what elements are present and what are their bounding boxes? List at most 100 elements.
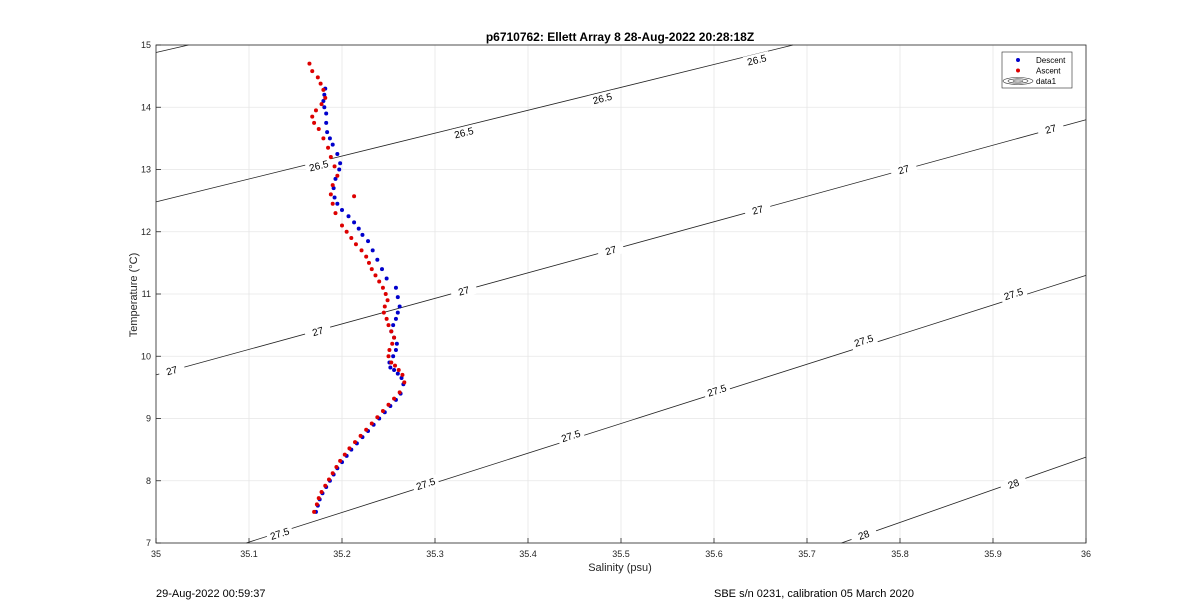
- ascent-point: [314, 502, 319, 507]
- ascent-point: [319, 102, 324, 107]
- ascent-point: [323, 483, 328, 488]
- contour-label-text: 27: [1044, 123, 1058, 137]
- ascent-point: [382, 304, 387, 309]
- ascent-point: [375, 415, 380, 420]
- descent-point: [325, 130, 330, 135]
- ascent-point: [312, 509, 317, 514]
- ascent-point: [402, 380, 407, 385]
- contour-label: 28: [999, 473, 1028, 494]
- ascent-point: [328, 155, 333, 160]
- ascent-point: [386, 402, 391, 407]
- contour-label: 26.5: [449, 123, 478, 142]
- legend-data1-label: data1: [1036, 77, 1057, 86]
- contour-label-bg: [889, 160, 918, 179]
- ascent-point: [318, 81, 323, 86]
- ascent-point: [332, 164, 337, 169]
- ascent-point: [315, 75, 320, 80]
- ascent-point: [330, 201, 335, 206]
- contour-label-text: 27: [604, 244, 618, 258]
- x-tick-label: 35.2: [333, 549, 351, 559]
- descent-point: [395, 310, 400, 315]
- ascent-point: [349, 235, 354, 240]
- descent-point: [322, 105, 327, 110]
- descent-point: [366, 239, 371, 244]
- ascent-point: [369, 267, 374, 272]
- contour-label-bg: [1036, 119, 1065, 139]
- x-tick-label: 35.1: [240, 549, 258, 559]
- ascent-point: [353, 242, 358, 247]
- ascent-point: [316, 127, 321, 132]
- descent-point: [346, 214, 351, 219]
- ascent-point: [347, 446, 352, 451]
- ascent-point: [313, 108, 318, 113]
- descent-point: [338, 161, 343, 166]
- descent-point: [335, 201, 340, 206]
- y-tick-label: 7: [146, 538, 151, 548]
- ascent-point: [386, 323, 391, 328]
- ascent-point: [312, 120, 317, 125]
- contour-label-bg: [556, 426, 585, 446]
- contour-label-text: 27: [165, 365, 179, 379]
- ascent-point: [316, 496, 321, 501]
- ascent-point: [319, 489, 324, 494]
- ascent-point: [352, 194, 357, 199]
- ascent-point: [392, 396, 397, 401]
- footer-calibration: SBE s/n 0231, calibration 05 March 2020: [714, 588, 914, 600]
- contour-label: 27: [157, 361, 186, 380]
- y-tick-label: 11: [142, 289, 151, 299]
- contour-label-bg: [849, 524, 878, 545]
- ascent-point: [358, 433, 363, 438]
- y-tick-label: 9: [146, 414, 151, 424]
- contour-label-bg: [702, 380, 731, 401]
- ascent-point: [380, 409, 385, 414]
- contour-label: 27: [596, 241, 625, 260]
- x-tick-label: 35.5: [612, 549, 630, 559]
- ascent-point: [389, 360, 394, 365]
- contour-label-bg: [596, 241, 625, 260]
- descent-point: [392, 367, 397, 372]
- contour-line: [155, 44, 794, 203]
- ascent-point: [389, 329, 394, 334]
- descent-series: [313, 86, 406, 514]
- ascent-point: [353, 440, 358, 445]
- descent-point: [379, 267, 384, 272]
- legend-descent-label: Descent: [1036, 56, 1066, 65]
- contour-label: 27: [889, 160, 918, 179]
- ascent-point: [333, 211, 338, 216]
- ascent-point: [380, 285, 385, 290]
- ascent-point: [310, 69, 315, 74]
- descent-point: [356, 226, 361, 231]
- ascent-point: [390, 341, 395, 346]
- chart-title: p6710762: Ellett Array 8 28-Aug-2022 20:…: [486, 30, 754, 44]
- x-tick-label: 35.8: [891, 549, 909, 559]
- contour-line: [841, 456, 1087, 544]
- y-tick-label: 15: [141, 40, 151, 50]
- ascent-point: [340, 223, 344, 228]
- ascent-point: [381, 310, 386, 315]
- descent-point: [332, 195, 337, 200]
- descent-point: [397, 304, 402, 309]
- contour-line: [155, 44, 189, 53]
- ascent-point: [400, 372, 405, 377]
- contour-label-bg: [588, 89, 617, 108]
- legend-box: [1001, 51, 1073, 89]
- ascent-point: [344, 229, 349, 234]
- descent-point: [370, 248, 375, 253]
- ascent-point: [366, 260, 371, 265]
- contour-label-bg: [999, 473, 1028, 494]
- contour-label: 27: [1036, 119, 1065, 139]
- ascent-series: [307, 61, 407, 514]
- ascent-point: [383, 292, 388, 296]
- descent-point: [395, 371, 400, 376]
- descent-point: [399, 376, 404, 381]
- descent-point: [330, 142, 335, 147]
- y-tick-label: 12: [141, 227, 151, 237]
- ascent-point: [328, 192, 333, 197]
- descent-point: [360, 232, 365, 237]
- descent-point: [375, 257, 380, 262]
- descent-point: [331, 186, 336, 191]
- ascent-point: [393, 363, 398, 368]
- ascent-point: [397, 390, 402, 395]
